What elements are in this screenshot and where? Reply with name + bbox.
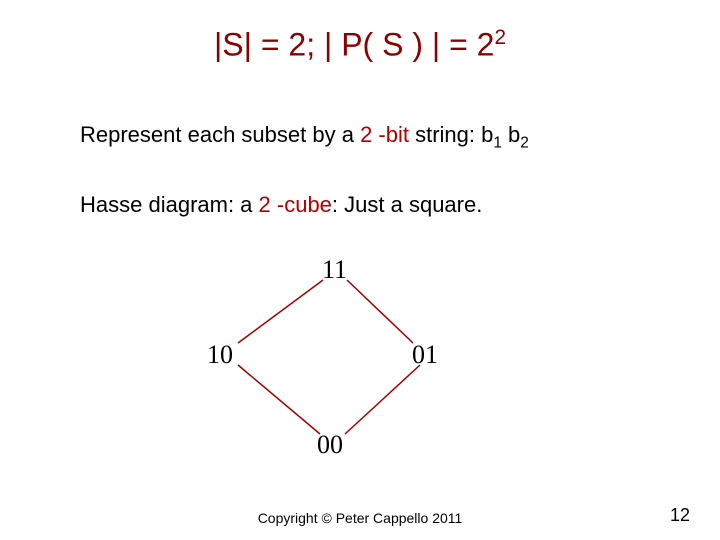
body-line-2: Hasse diagram: a 2 -cube: Just a square. [80, 192, 482, 218]
l1-suffix: string: b [409, 122, 493, 147]
l1-sep: b [502, 122, 520, 147]
hasse-diagram: 11 10 01 00 [195, 250, 475, 470]
title-superscript: 2 [494, 26, 506, 49]
diagram-edge [347, 280, 413, 343]
diagram-node-11: 11 [322, 255, 347, 285]
l1-red: 2 -bit [360, 122, 409, 147]
diagram-edge [238, 280, 323, 343]
l2-prefix: Hasse diagram: a [80, 192, 259, 217]
l1-sub2: 2 [520, 134, 529, 151]
node-label: 11 [322, 255, 347, 284]
copyright-text: Copyright © Peter Cappello 2011 [0, 510, 720, 526]
node-label: 01 [412, 340, 438, 369]
l1-prefix: Represent each subset by a [80, 122, 360, 147]
l2-suffix: : Just a square. [332, 192, 482, 217]
diagram-edge [238, 365, 320, 434]
body-line-1: Represent each subset by a 2 -bit string… [80, 122, 529, 152]
node-label: 10 [207, 340, 233, 369]
diagram-node-10: 10 [207, 340, 233, 370]
diagram-node-01: 01 [412, 340, 438, 370]
page-title: |S| = 2; | P( S ) | = 22 [0, 26, 720, 64]
page-number: 12 [670, 505, 690, 526]
diagram-edge [345, 365, 420, 434]
title-text: |S| = 2; | P( S ) | = 2 [214, 27, 494, 63]
diagram-node-00: 00 [317, 430, 343, 460]
node-label: 00 [317, 430, 343, 459]
l2-red: 2 -cube [259, 192, 332, 217]
l1-sub1: 1 [493, 134, 502, 151]
